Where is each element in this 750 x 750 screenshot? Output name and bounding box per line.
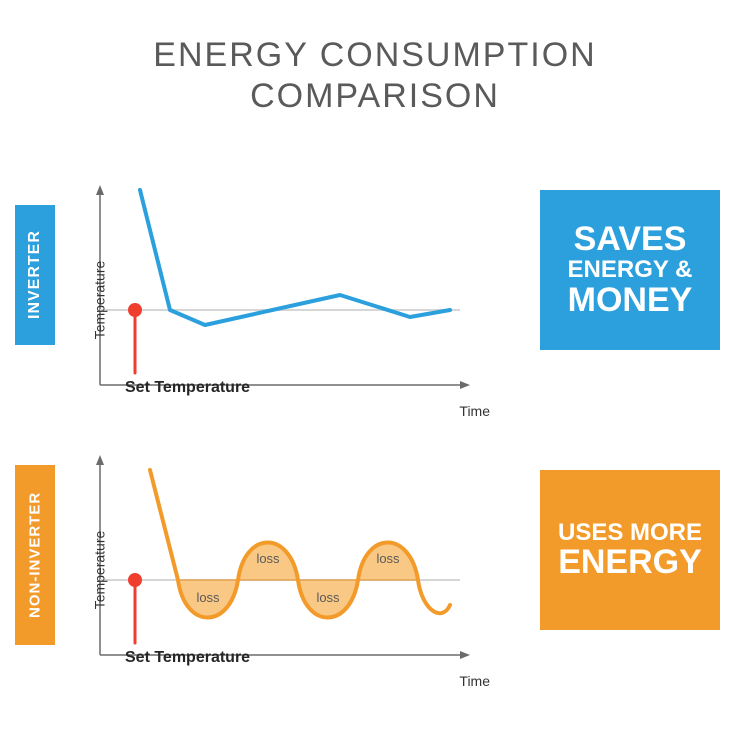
badge-inverter: SAVES ENERGY & MONEY <box>540 190 720 350</box>
chart-svg-inverter <box>70 185 470 395</box>
badge-noninverter: USES MORE ENERGY <box>540 470 720 630</box>
badge-inverter-line3: MONEY <box>568 283 693 319</box>
y-axis-label-inverter: Temperature <box>91 261 107 340</box>
title-line-1: ENERGY CONSUMPTION <box>0 35 750 76</box>
title-line-2: COMPARISON <box>0 76 750 117</box>
set-temp-label-inverter: Set Temperature <box>125 379 250 397</box>
side-label-inverter: INVERTER <box>15 205 55 345</box>
page-title: ENERGY CONSUMPTION COMPARISON <box>0 0 750 137</box>
badge-inverter-line2: ENERGY & <box>568 257 693 282</box>
x-axis-label-inverter: Time <box>459 403 490 419</box>
badge-inverter-line1: SAVES <box>574 222 687 258</box>
chart-svg-noninverter: loss loss loss loss <box>70 455 470 665</box>
chart-inverter: Temperature Time Set Temperature <box>70 185 490 415</box>
svg-text:loss: loss <box>316 590 340 605</box>
svg-text:loss: loss <box>196 590 220 605</box>
badge-noninverter-line2: ENERGY <box>558 545 702 581</box>
x-axis-label-noninverter: Time <box>459 673 490 689</box>
set-temp-label-noninverter: Set Temperature <box>125 649 250 667</box>
panel-inverter: INVERTER Temperature Time Set Temperatur… <box>0 185 750 435</box>
svg-text:loss: loss <box>376 551 400 566</box>
chart-noninverter: Temperature losslosslossloss Time Set Te… <box>70 455 490 685</box>
side-label-noninverter: NON-INVERTER <box>15 465 55 645</box>
badge-noninverter-line1: USES MORE <box>558 520 702 545</box>
panel-noninverter: NON-INVERTER Temperature losslosslosslos… <box>0 455 750 705</box>
svg-text:loss: loss <box>256 551 280 566</box>
y-axis-label-noninverter: Temperature <box>91 531 107 610</box>
